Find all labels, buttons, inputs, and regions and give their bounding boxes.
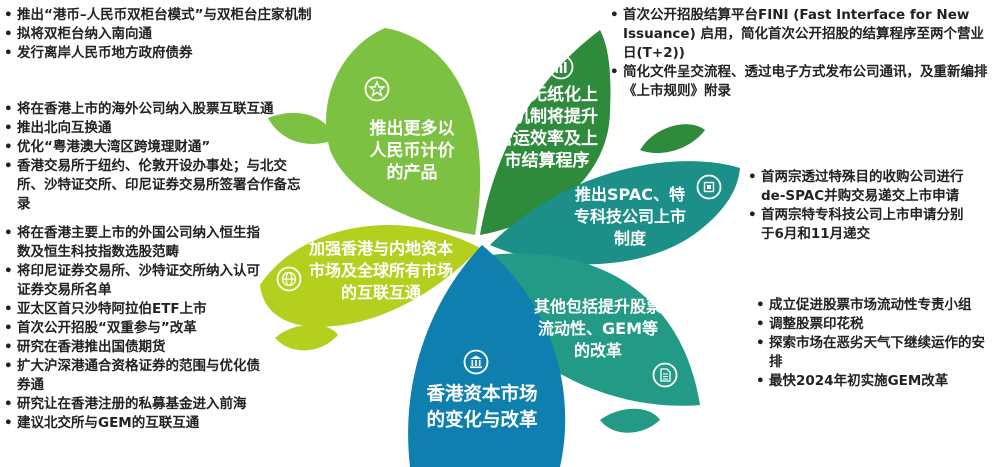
list-item: 拟将双柜台纳入南向通 <box>4 25 334 44</box>
petal-label-spac: 推出SPAC、特专科技公司上市制度 <box>573 185 686 248</box>
leaf-decor-right <box>640 124 705 154</box>
list-item: 推出“港币–人民币双柜台模式”与双柜台庄家机制 <box>4 6 334 25</box>
list-item: 首两宗透过特殊目的收购公司进行de-SPAC并购交易递交上市申请 <box>748 168 976 206</box>
chip-icon <box>696 174 722 200</box>
list-item: 成立促进股票市场流动性专责小组 <box>756 296 990 315</box>
list-item: 首次公开招股结算平台FINI (Fast Interface for New I… <box>610 6 990 63</box>
petal-liquidity-shape <box>489 253 700 406</box>
bank-icon <box>463 349 489 375</box>
list-item: 探索市场在恶劣天气下继续运作的安排 <box>756 334 990 372</box>
list-item: 发行离岸人民币地方政府债券 <box>4 44 334 63</box>
list-item: 简化文件呈交流程、透过电子方式发布公司通讯，及重新编排《上市规则》附录 <box>610 63 990 101</box>
list-item: 扩大沪深港通合资格证券的范围与优化债券通 <box>4 357 262 395</box>
list-item: 首次公开招股“双重参与”改革 <box>4 319 262 338</box>
leaf-decor-bottom-right <box>600 408 660 433</box>
petal-label-liquidity: 其他包括提升股票流动性、GEM等的改革 <box>533 297 662 360</box>
list-liquidity: 成立促进股票市场流动性专责小组 调整股票印花税 探索市场在恶劣天气下继续运作的安… <box>756 296 990 391</box>
petal-label-connect: 加强香港与内地资本市场及全球所有市场的互联互通 <box>308 239 453 302</box>
list-item: 将在香港上市的海外公司纳入股票互联互通 <box>4 100 304 119</box>
list-item: 香港交易所于纽约、伦敦开设办事处；与北交所、沙特证交所、印尼证券交易所签署合作备… <box>4 157 304 214</box>
list-item: 最快2024年初实施GEM改革 <box>756 372 990 391</box>
list-overseas: 将在香港上市的海外公司纳入股票互联互通 推出北向互换通 优化“粤港澳大湾区跨境理… <box>4 100 304 214</box>
list-item: 推出北向互换通 <box>4 119 304 138</box>
leaf-decor-left <box>275 324 338 351</box>
list-item: 调整股票印花税 <box>756 315 990 334</box>
petal-rmb-shape <box>326 28 481 235</box>
list-item: 首两宗特专科技公司上市申请分别于6月和11月递交 <box>748 206 976 244</box>
list-rmb: 推出“港币–人民币双柜台模式”与双柜台庄家机制 拟将双柜台纳入南向通 发行离岸人… <box>4 6 334 63</box>
bar-chart-icon <box>548 54 574 80</box>
list-item: 研究在香港推出国债期货 <box>4 338 262 357</box>
petal-label-center: 香港资本市场的变化与改革 <box>426 384 538 431</box>
list-item: 研究让在香港注册的私募基金进入前海 <box>4 395 262 414</box>
list-item: 优化“粤港澳大湾区跨境理财通” <box>4 138 304 157</box>
list-connect: 将在香港主要上市的外国公司纳入恒生指数及恒生科技指数选股范畴 将印尼证券交易所、… <box>4 224 262 433</box>
list-paperless: 首次公开招股结算平台FINI (Fast Interface for New I… <box>610 6 990 101</box>
list-item: 建议北交所与GEM的互联互通 <box>4 414 262 433</box>
globe-icon <box>276 266 302 292</box>
petal-label-rmb: 推出更多以人民币计价的产品 <box>369 119 455 183</box>
document-icon <box>652 362 678 388</box>
list-item: 将在香港主要上市的外国公司纳入恒生指数及恒生科技指数选股范畴 <box>4 224 262 262</box>
petal-label-paperless: 扩大无纸化上市机制将提升营运效率及上市结算程序 <box>496 85 598 171</box>
list-spac: 首两宗透过特殊目的收购公司进行de-SPAC并购交易递交上市申请 首两宗特专科技… <box>748 168 976 244</box>
list-item: 将印尼证券交易所、沙特证交所纳入认可证券交易所名单 <box>4 262 262 300</box>
petal-connect-shape <box>260 224 480 327</box>
star-icon <box>364 76 390 102</box>
petal-spac-shape <box>490 161 740 265</box>
list-item: 亚太区首只沙特阿拉伯ETF上市 <box>4 300 262 319</box>
petal-paperless-shape <box>480 30 611 235</box>
